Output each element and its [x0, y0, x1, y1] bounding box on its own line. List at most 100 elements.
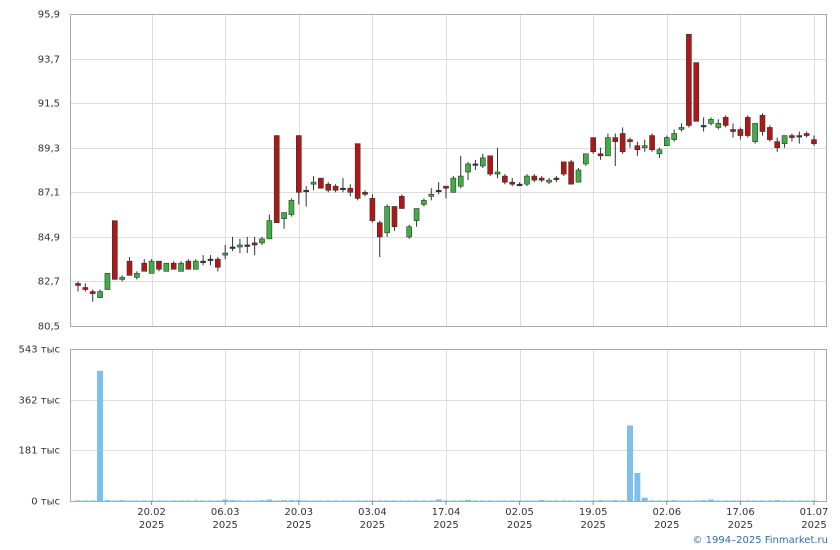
volume-bar — [811, 500, 817, 502]
volume-bar — [369, 500, 376, 502]
volume-bar — [288, 500, 295, 502]
candle-body — [767, 127, 773, 140]
candle-body — [310, 181, 317, 185]
candle-body — [200, 260, 206, 263]
volume-bar — [803, 500, 810, 502]
candle-body — [369, 198, 376, 221]
volume-bar — [126, 500, 133, 502]
candle-body — [126, 260, 133, 276]
candle-body — [399, 196, 405, 209]
volume-bar — [619, 500, 626, 502]
candle-body — [597, 153, 604, 157]
candle-body — [678, 127, 685, 130]
volume-bar — [339, 500, 346, 502]
candle-body — [244, 244, 251, 247]
candle-body — [649, 135, 655, 151]
volume-bar — [133, 500, 140, 502]
volume-bar — [281, 500, 288, 502]
volume-bar — [700, 500, 707, 502]
volume-bar — [744, 500, 751, 502]
volume-bar — [560, 500, 567, 502]
volume-bar — [398, 500, 405, 502]
volume-bar — [479, 500, 486, 502]
candle-body — [612, 137, 619, 142]
x-tick-date: 02.05 — [505, 507, 534, 518]
volume-bar — [97, 370, 104, 501]
volume-bar — [310, 500, 317, 502]
volume-bar — [523, 500, 530, 502]
price-tick-label: 84,9 — [38, 233, 60, 244]
candle-body — [575, 169, 582, 183]
volume-bar — [155, 500, 162, 502]
volume-bar — [391, 500, 398, 502]
volume-tick-label: 362 тыс — [19, 396, 60, 407]
candle-body — [789, 135, 795, 138]
candle-body — [185, 260, 192, 270]
volume-bar — [457, 500, 464, 502]
volume-bar — [450, 500, 457, 502]
volume-bar — [759, 500, 766, 502]
price-tick-label: 91,5 — [38, 99, 60, 110]
candle-body — [516, 183, 523, 186]
candle-body — [97, 291, 103, 298]
candle-body — [811, 139, 817, 144]
candle-body — [693, 62, 700, 122]
volume-bar — [332, 500, 339, 502]
candle-body — [634, 145, 641, 151]
price-tick-label: 80,5 — [38, 322, 60, 333]
candle-body — [796, 135, 803, 138]
volume-bar — [538, 499, 545, 501]
candle-body — [428, 194, 435, 197]
volume-bar — [582, 500, 589, 502]
volume-bar — [200, 500, 207, 502]
x-tick-year: 2025 — [139, 520, 164, 531]
candle-body — [178, 262, 184, 272]
volume-bar — [119, 500, 126, 502]
volume-bar — [575, 500, 582, 502]
candle-body — [391, 206, 398, 228]
volume-bar — [685, 500, 692, 502]
candle-body — [686, 33, 692, 126]
candle-body — [170, 262, 177, 270]
candle-body — [700, 125, 707, 128]
volume-bar — [774, 500, 781, 502]
volume-bar — [590, 500, 597, 502]
x-tick-date: 20.02 — [137, 507, 166, 518]
volume-bar — [303, 500, 310, 502]
volume-tick-label: 0 тыс — [31, 497, 60, 508]
volume-bar — [347, 500, 354, 502]
candle-body — [443, 185, 449, 189]
candle-body — [141, 262, 148, 272]
candle-body — [332, 185, 339, 191]
candle-body — [89, 291, 96, 294]
volume-bar — [663, 500, 670, 502]
candle-body — [421, 200, 427, 205]
volume-bar — [104, 500, 111, 502]
candle-body — [347, 187, 354, 193]
candle-body — [663, 137, 670, 146]
price-tick-label: 82,7 — [38, 277, 60, 288]
candle-body — [546, 179, 552, 183]
candle-body — [259, 238, 265, 244]
x-tick-date: 17.04 — [432, 507, 461, 518]
volume-tick-label: 543 тыс — [19, 345, 60, 356]
volume-bar — [266, 499, 273, 501]
x-tick-date: 19.05 — [579, 507, 608, 518]
candle-body — [104, 273, 111, 290]
candle-body — [759, 114, 766, 132]
volume-bar — [766, 500, 773, 502]
candle-body — [325, 183, 332, 191]
candle-body — [619, 133, 626, 153]
volume-bar — [796, 500, 803, 502]
volume-bar — [325, 500, 332, 502]
volume-bar — [516, 500, 523, 502]
volume-bar — [465, 499, 472, 501]
volume-bar — [788, 500, 795, 502]
candle-body — [376, 222, 383, 238]
price-panel: 95,9 93,7 91,5 89,3 87,1 84,9 82,7 80,5 — [38, 10, 827, 333]
volume-bar — [730, 500, 737, 502]
candle-body — [752, 123, 758, 142]
candle-body — [237, 244, 243, 248]
candle-body — [435, 189, 442, 193]
candle-body — [251, 242, 258, 246]
